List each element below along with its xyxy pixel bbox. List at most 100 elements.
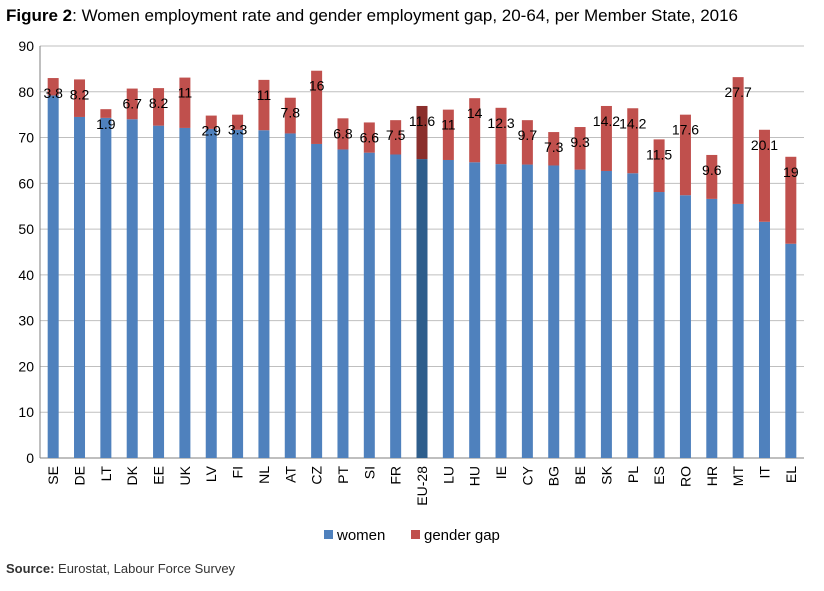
bar-women — [232, 129, 244, 459]
legend: women gender gap — [324, 527, 500, 544]
y-axis: 0 10 20 30 40 50 60 70 80 90 — [18, 38, 41, 466]
bar-women — [311, 143, 323, 458]
x-tick-label: SE — [45, 466, 61, 485]
x-tick-label: HR — [704, 466, 720, 486]
data-label: 16 — [309, 78, 325, 94]
x-tick-label: IT — [756, 466, 772, 479]
bar-women — [74, 116, 86, 458]
data-label: 6.6 — [360, 129, 380, 145]
bar-women — [732, 203, 744, 458]
bar-women — [627, 173, 639, 459]
bar-women — [126, 119, 138, 458]
bar-gender-gap — [521, 120, 533, 165]
x-tick-label: LV — [203, 465, 219, 482]
data-label: 3.3 — [228, 122, 248, 138]
bar-gender-gap — [284, 97, 296, 134]
bar-gender-gap — [548, 132, 560, 166]
figure-title: Figure 2: Women employment rate and gend… — [6, 6, 738, 26]
bar-women — [679, 195, 691, 459]
bar-women — [416, 159, 428, 458]
data-label: 7.8 — [281, 105, 301, 121]
bar-women — [100, 117, 112, 459]
x-tick-label: SK — [598, 465, 614, 484]
x-tick-label: EU-28 — [414, 466, 430, 506]
bar-women — [574, 169, 586, 458]
legend-swatch-gender-gap — [411, 530, 420, 539]
bar-women — [495, 164, 507, 458]
data-label: 8.2 — [149, 95, 169, 111]
data-label: 2.9 — [202, 123, 222, 139]
x-tick-label: FR — [388, 466, 404, 485]
y-tick-label: 90 — [18, 38, 34, 54]
y-tick-label: 10 — [18, 404, 34, 420]
bar-women — [442, 159, 454, 458]
bar-gender-gap — [153, 88, 165, 126]
bar-women — [363, 152, 375, 458]
x-tick-label: EL — [783, 466, 799, 483]
data-label: 9.3 — [570, 134, 590, 150]
source-text: Eurostat, Labour Force Survey — [54, 561, 236, 576]
x-tick-label: NL — [256, 466, 272, 484]
bar-women — [653, 192, 665, 458]
x-tick-label: CY — [519, 465, 535, 485]
data-label: 11.6 — [409, 113, 435, 129]
data-label: 1.9 — [96, 116, 116, 132]
bar-gender-gap — [416, 105, 428, 160]
y-tick-label: 50 — [18, 221, 34, 237]
bar-women — [600, 170, 612, 458]
data-label: 11 — [441, 117, 456, 133]
data-label: 12.3 — [487, 115, 514, 131]
bar-gender-gap — [363, 122, 375, 153]
y-tick-label: 0 — [26, 450, 34, 466]
bar-gender-gap — [627, 108, 639, 174]
x-tick-label: PT — [335, 466, 351, 484]
bar-women — [284, 133, 296, 459]
bar-women — [179, 127, 191, 458]
x-tick-label: BG — [546, 466, 562, 486]
bar-women — [205, 128, 217, 458]
figure-label: Figure 2 — [6, 6, 73, 25]
x-tick-label: CZ — [309, 466, 325, 485]
bar-women — [258, 130, 270, 458]
data-label: 20.1 — [751, 137, 778, 153]
x-tick-label: BE — [572, 466, 588, 485]
x-tick-label: RO — [677, 466, 693, 487]
data-label: 19 — [783, 164, 799, 180]
bar-gender-gap — [574, 127, 586, 170]
bar-women — [469, 162, 481, 458]
bar-gender-gap — [469, 98, 481, 163]
x-axis: SE DE LT DK EE UK LV FI NL AT CZ PT SI FR EU-28 LU HU IE C… — [45, 465, 799, 505]
bar-gender-gap — [47, 78, 59, 96]
bar-gender-gap — [74, 79, 86, 117]
bar-gender-gap — [706, 154, 718, 199]
bar-gender-gap — [390, 120, 402, 155]
y-tick-label: 70 — [18, 130, 34, 146]
bar-gender-gap — [442, 109, 454, 160]
data-label: 6.7 — [122, 96, 142, 112]
y-tick-label: 60 — [18, 175, 34, 191]
y-tick-label: 30 — [18, 313, 34, 329]
x-tick-label: DE — [72, 466, 88, 485]
x-tick-label: SI — [361, 466, 377, 479]
bar-women — [548, 165, 560, 459]
data-label: 11.5 — [646, 146, 672, 162]
data-label: 17.6 — [672, 122, 699, 138]
data-label: 9.7 — [518, 127, 538, 143]
stacked-bar-chart: 0 10 20 30 40 50 60 70 80 90 3.8 8.2 1.9 6.7 8.2 11 2.9… — [18, 38, 804, 544]
bar-gender-gap — [179, 77, 191, 128]
data-label: 14 — [467, 105, 483, 121]
legend-swatch-women — [324, 530, 333, 539]
x-tick-label: LU — [440, 466, 456, 484]
data-label: 8.2 — [70, 86, 90, 102]
data-label: 3.8 — [43, 85, 63, 101]
bar-gender-gap — [100, 109, 112, 118]
legend-label-gender-gap: gender gap — [424, 527, 500, 544]
bar-gender-gap — [337, 118, 349, 150]
bar-gender-gap — [258, 79, 270, 131]
bar-gender-gap — [311, 70, 323, 144]
x-tick-label: PL — [625, 466, 641, 483]
bar-women — [521, 164, 533, 458]
bar-gender-gap — [232, 114, 244, 130]
data-label: 6.8 — [333, 125, 353, 141]
